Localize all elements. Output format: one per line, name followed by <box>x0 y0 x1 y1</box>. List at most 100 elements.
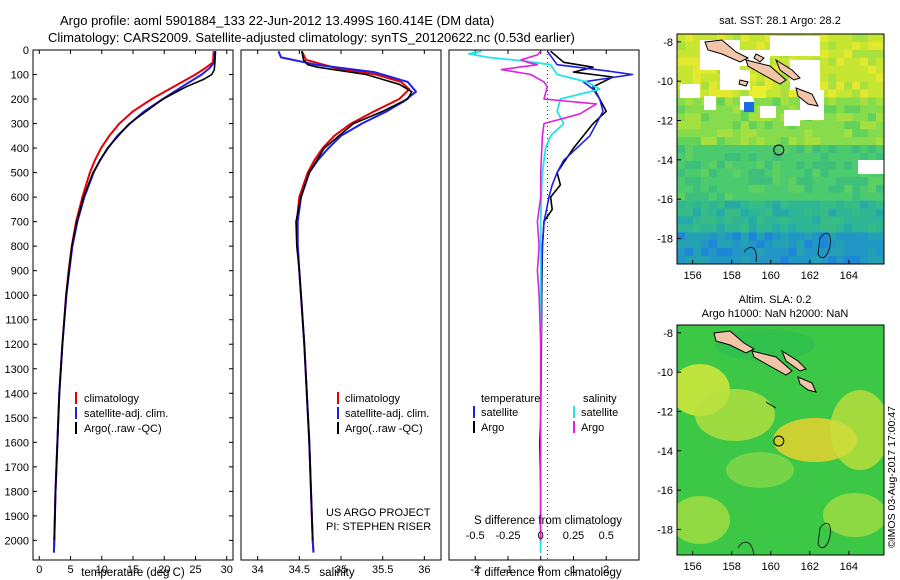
y-tick-label: 1800 <box>5 486 29 498</box>
sst-cell <box>836 208 845 217</box>
sst-cell <box>772 65 782 75</box>
sst-cell <box>772 208 782 217</box>
sst-cell <box>677 208 686 217</box>
sst-cell <box>852 216 861 225</box>
sst-cell <box>788 105 798 114</box>
sst-cell <box>756 81 766 91</box>
sst-cell <box>677 129 686 138</box>
sla-anomaly-patch <box>695 389 775 441</box>
sst-cell <box>844 41 853 51</box>
sst-cell <box>685 113 694 122</box>
sst-cell <box>708 200 718 210</box>
sst-cell <box>788 168 798 178</box>
x-tick-label: 162 <box>801 270 819 282</box>
sst-cell <box>860 65 869 75</box>
sst-cell <box>868 208 877 217</box>
sst-cell <box>772 184 782 194</box>
sst-cell <box>748 41 758 51</box>
sst-cell <box>700 176 710 186</box>
sst-cell <box>812 184 821 194</box>
sst-cell <box>860 145 869 154</box>
sst-cell <box>716 200 726 210</box>
sst-cell <box>820 248 829 257</box>
sst-cell <box>812 160 821 170</box>
sst-cell <box>708 208 718 217</box>
sst-cell <box>700 208 710 217</box>
sst-cell <box>828 49 837 59</box>
legend-argo: Argo(..raw -QC) <box>345 423 423 435</box>
sst-cell <box>788 97 798 106</box>
sst-cell <box>836 240 845 249</box>
sst-cell <box>692 97 702 106</box>
missing-data-cell <box>760 106 776 118</box>
sst-cell <box>828 256 837 264</box>
sst-cell <box>724 208 734 217</box>
sst-cell <box>804 176 813 186</box>
sst-cell <box>685 73 694 83</box>
sst-cell <box>852 160 861 170</box>
sst-cell <box>764 81 774 91</box>
sst-cell <box>788 160 798 170</box>
sst-cell <box>780 176 790 186</box>
y-tick-label: 100 <box>11 70 29 82</box>
sst-cell <box>685 256 694 264</box>
sst-cell <box>868 81 877 91</box>
sst-cell <box>692 240 702 249</box>
y-tick-label: -8 <box>663 328 673 340</box>
sst-cell <box>740 153 750 162</box>
sst-cell <box>692 153 702 162</box>
missing-data-cell <box>784 110 800 126</box>
sst-cell <box>764 153 774 162</box>
sst-cell <box>844 184 853 194</box>
sst-cell <box>700 73 710 83</box>
sst-cell <box>764 216 774 225</box>
sst-cell <box>836 192 845 202</box>
series-line-s-argo <box>500 50 598 541</box>
sst-cell <box>860 137 869 146</box>
sst-cell <box>876 208 884 217</box>
sst-cell <box>692 105 702 114</box>
sst-cell <box>677 137 686 146</box>
sst-cell <box>828 121 837 130</box>
sst-cell <box>772 200 782 210</box>
sst-cell <box>852 129 861 138</box>
sst-cell <box>868 129 877 138</box>
sst-cell <box>716 153 726 162</box>
sst-cell <box>788 240 798 249</box>
y-tick-label: -14 <box>657 446 673 458</box>
sst-cell <box>708 248 718 257</box>
sst-cell <box>748 145 758 154</box>
sst-cell <box>677 248 686 257</box>
island-shape <box>753 53 765 63</box>
sst-cell <box>700 137 710 146</box>
sst-cell <box>860 256 869 264</box>
series-line-t-satellite <box>539 50 634 553</box>
sst-cell <box>860 184 869 194</box>
sst-cell <box>732 153 742 162</box>
temperature-plot-frame <box>32 49 234 561</box>
sst-cell <box>828 192 837 202</box>
sla-map-title: Altim. SLA: 0.2 <box>739 294 812 306</box>
sst-cell <box>724 97 734 106</box>
sst-cell <box>716 137 726 146</box>
y-tick-label: 1400 <box>5 388 29 400</box>
sst-cell <box>844 248 853 257</box>
sst-cell <box>724 121 734 130</box>
sst-cell <box>677 192 686 202</box>
x-tick-label: 1 <box>570 564 576 576</box>
sst-cell <box>764 168 774 178</box>
sst-cell <box>820 168 829 178</box>
sst-cell <box>852 224 861 233</box>
y-tick-label: -12 <box>657 115 673 127</box>
sst-cell <box>700 224 710 233</box>
sst-cell <box>796 208 805 217</box>
sst-cell <box>780 208 790 217</box>
sst-cell <box>820 49 829 59</box>
sst-cell <box>820 34 829 43</box>
sst-cell <box>788 232 798 241</box>
sst-map: sat. SST: 28.1 Argo: 28.2 156 158 160 162 16… <box>657 15 885 282</box>
sst-cell <box>820 200 829 210</box>
x-tick-label: 35 <box>335 564 347 576</box>
sst-cell <box>700 160 710 170</box>
sst-cell <box>677 224 686 233</box>
